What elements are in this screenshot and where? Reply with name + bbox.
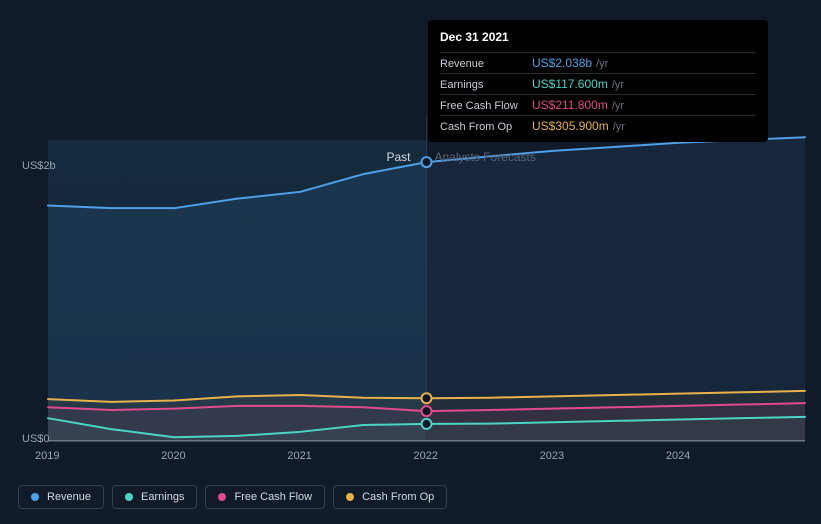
x-axis-tick-label: 2019 — [35, 450, 59, 462]
legend-item-revenue[interactable]: Revenue — [18, 485, 104, 509]
legend-label: Earnings — [141, 491, 184, 503]
legend-item-fcf[interactable]: Free Cash Flow — [205, 485, 325, 509]
chart-legend: Revenue Earnings Free Cash Flow Cash From O… — [18, 485, 447, 509]
x-axis-tick-label: 2023 — [540, 450, 564, 462]
legend-label: Cash From Op — [362, 491, 434, 503]
legend-item-earnings[interactable]: Earnings — [112, 485, 197, 509]
tooltip-row-suffix: /yr — [612, 79, 624, 91]
forecast-section-label: Analysts Forecasts — [435, 150, 536, 164]
tooltip-row: Cash From OpUS$305.900m/yr — [440, 115, 756, 136]
legend-swatch — [346, 493, 354, 501]
legend-swatch — [31, 493, 39, 501]
tooltip-row-suffix: /yr — [596, 58, 608, 70]
tooltip-row: RevenueUS$2.038b/yr — [440, 52, 756, 73]
y-axis-tick-label: US$0 — [22, 433, 50, 445]
x-axis-tick-label: 2020 — [161, 450, 185, 462]
financials-chart: US$0US$2b 201920202021202220232024 Past … — [0, 0, 821, 524]
legend-item-cfo[interactable]: Cash From Op — [333, 485, 447, 509]
tooltip-row: Free Cash FlowUS$211.800m/yr — [440, 94, 756, 115]
x-axis-tick-label: 2024 — [666, 450, 690, 462]
legend-label: Free Cash Flow — [234, 491, 312, 503]
legend-swatch — [218, 493, 226, 501]
tooltip-row-label: Free Cash Flow — [440, 100, 532, 112]
past-section-label: Past — [387, 150, 411, 164]
tooltip-row-value: US$305.900m — [532, 119, 609, 133]
tooltip-title: Dec 31 2021 — [440, 30, 756, 50]
tooltip-row-value: US$117.600m — [532, 77, 608, 91]
chart-tooltip: Dec 31 2021 RevenueUS$2.038b/yrEarningsU… — [428, 20, 768, 142]
legend-swatch — [125, 493, 133, 501]
tooltip-row-label: Cash From Op — [440, 121, 532, 133]
tooltip-row-label: Earnings — [440, 79, 532, 91]
tooltip-row-suffix: /yr — [612, 100, 624, 112]
tooltip-row-value: US$2.038b — [532, 56, 592, 70]
tooltip-row: EarningsUS$117.600m/yr — [440, 73, 756, 94]
tooltip-row-suffix: /yr — [613, 121, 625, 133]
legend-label: Revenue — [47, 491, 91, 503]
x-axis-tick-label: 2021 — [287, 450, 311, 462]
x-axis-tick-label: 2022 — [414, 450, 438, 462]
y-axis-tick-label: US$2b — [22, 160, 56, 172]
tooltip-row-label: Revenue — [440, 58, 532, 70]
tooltip-row-value: US$211.800m — [532, 98, 608, 112]
